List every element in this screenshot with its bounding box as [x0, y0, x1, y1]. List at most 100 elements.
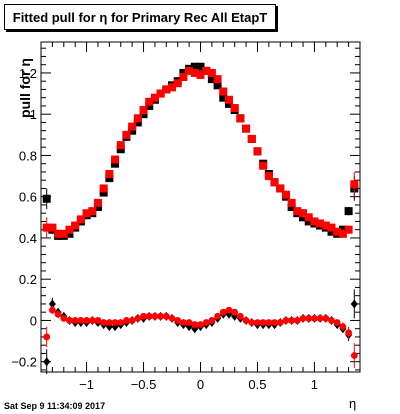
y-tick-label: 1: [30, 107, 37, 122]
data-point: [287, 198, 296, 207]
data-point: [236, 312, 244, 320]
data-point: [327, 227, 336, 236]
data-point: [99, 188, 108, 197]
data-point: [333, 227, 342, 236]
data-point: [219, 308, 227, 316]
timestamp: Sat Sep 9 11:34:09 2017: [4, 401, 106, 411]
data-point: [54, 229, 63, 238]
data-point: [100, 319, 108, 326]
data-point: [94, 317, 102, 324]
x-tick-label: 0: [197, 377, 204, 392]
data-point: [48, 223, 57, 232]
data-point: [276, 184, 285, 193]
data-point: [287, 203, 296, 211]
data-point: [168, 83, 177, 92]
y-tick-label: 0.8: [19, 148, 37, 163]
data-point: [105, 174, 114, 183]
data-point: [162, 85, 171, 94]
data-point: [162, 312, 170, 320]
data-point: [338, 225, 347, 234]
data-point: [264, 172, 273, 181]
data-point: [145, 101, 154, 110]
data-point: [248, 319, 256, 326]
data-point: [213, 81, 222, 90]
y-axis-label: pull for η: [17, 58, 33, 118]
data-point: [48, 299, 56, 309]
x-tick-label: −1: [79, 377, 94, 392]
data-point: [281, 190, 290, 199]
data-point: [321, 221, 330, 230]
y-tick-label: −0.2: [11, 355, 37, 370]
data-point: [133, 118, 142, 127]
data-point: [157, 312, 165, 320]
data-point: [133, 114, 142, 123]
data-point: [150, 93, 159, 102]
data-point: [179, 73, 188, 82]
data-point: [65, 229, 74, 238]
data-point: [316, 314, 324, 322]
data-point: [276, 319, 284, 326]
data-point: [304, 213, 313, 222]
data-point: [316, 219, 325, 228]
data-point: [123, 317, 130, 324]
data-point: [134, 314, 142, 322]
data-point: [116, 141, 125, 150]
data-point: [259, 161, 268, 170]
data-point: [88, 207, 97, 216]
data-point: [230, 104, 239, 112]
data-point: [191, 321, 199, 328]
chart-title: Fitted pull for η for Primary Rec All Et…: [12, 10, 268, 25]
data-point: [111, 159, 120, 168]
data-point: [128, 317, 136, 324]
data-point: [202, 66, 211, 75]
data-point: [54, 310, 62, 318]
data-point: [345, 329, 353, 337]
data-point: [60, 314, 68, 322]
data-point: [344, 207, 353, 216]
y-axis: −0.2 0 0.2 0.4 0.6 0.8 1 1.2: [11, 47, 360, 371]
data-point: [111, 155, 120, 164]
data-point: [305, 314, 313, 322]
data-point: [213, 75, 222, 84]
data-point: [77, 317, 85, 324]
data-marks: [42, 62, 359, 375]
data-point: [207, 75, 216, 84]
data-point: [338, 229, 347, 238]
data-point: [196, 71, 205, 79]
data-point: [173, 79, 182, 88]
data-point: [65, 225, 74, 234]
data-point: [105, 170, 114, 178]
data-point: [156, 89, 165, 98]
y-tick-label: 0.2: [19, 272, 37, 287]
data-point: [196, 62, 205, 71]
data-point: [145, 97, 154, 106]
data-point: [111, 319, 119, 326]
data-point: [254, 319, 261, 326]
data-point: [180, 319, 187, 326]
data-point: [293, 207, 302, 216]
data-point: [117, 319, 125, 326]
data-point: [299, 314, 307, 322]
data-point: [247, 134, 256, 143]
data-point: [214, 312, 221, 320]
data-point: [293, 317, 301, 324]
data-point: [93, 198, 102, 207]
data-point: [327, 223, 336, 232]
data-point: [83, 317, 90, 324]
data-point: [311, 314, 318, 322]
data-point: [259, 319, 267, 326]
data-point: [270, 178, 279, 187]
data-point: [151, 312, 159, 320]
data-point: [328, 317, 335, 324]
data-point: [71, 221, 80, 230]
series-1: [42, 66, 359, 238]
data-point: [350, 299, 358, 309]
data-point: [174, 317, 182, 324]
data-point: [242, 317, 250, 324]
x-axis: −1 −0.5 0 0.5 1: [40, 42, 361, 392]
data-point: [190, 62, 199, 71]
data-point: [179, 68, 188, 77]
data-point: [93, 203, 102, 211]
data-point: [224, 99, 233, 108]
